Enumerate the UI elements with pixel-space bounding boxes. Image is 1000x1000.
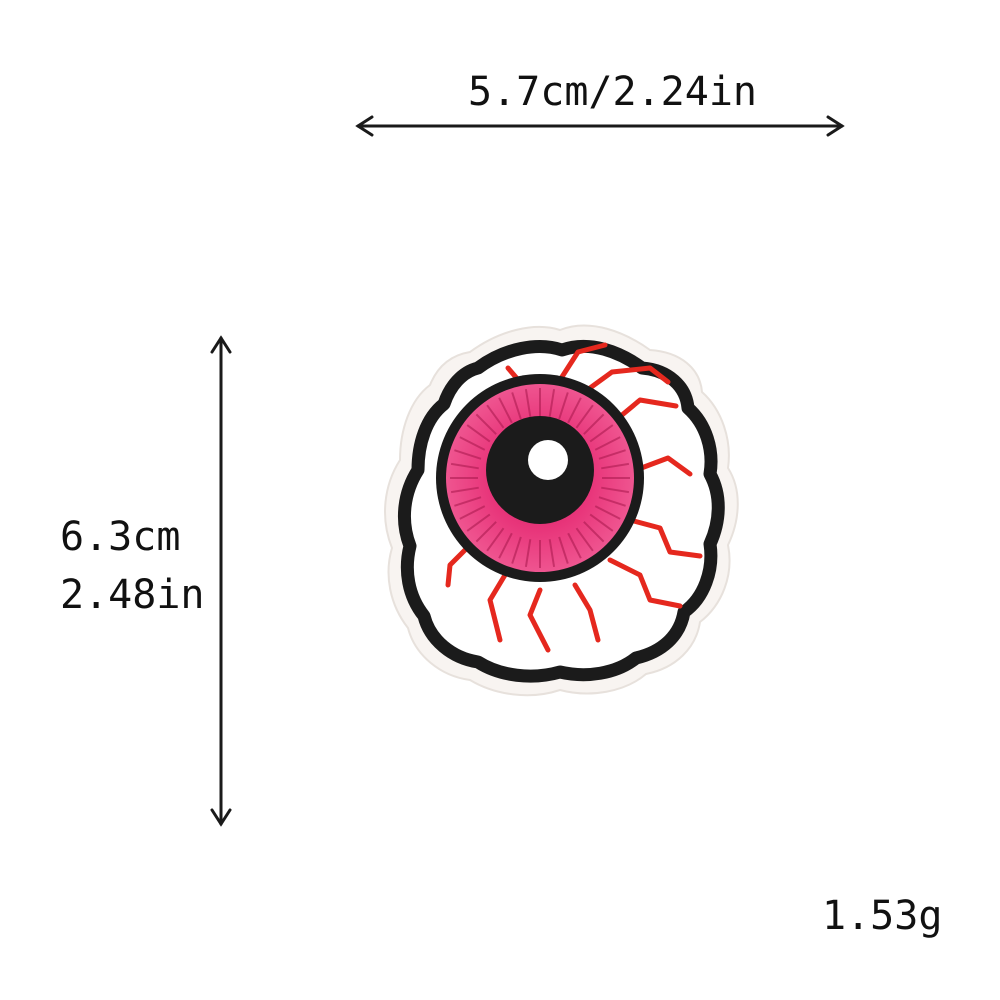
iris-ray bbox=[567, 532, 582, 559]
iris-ray bbox=[583, 521, 605, 543]
red-veins bbox=[445, 342, 703, 653]
iris-ray bbox=[524, 388, 532, 417]
iris-ray bbox=[583, 413, 605, 435]
iris-ray bbox=[498, 397, 513, 424]
iris-ray bbox=[511, 536, 522, 564]
iris-ray bbox=[594, 505, 621, 520]
iris-ray bbox=[575, 527, 594, 552]
iris-ray bbox=[524, 539, 532, 568]
iris-ray bbox=[466, 424, 491, 443]
iris-ray bbox=[454, 449, 482, 460]
iris-ray bbox=[511, 392, 522, 420]
iris-ray bbox=[498, 532, 513, 559]
iris-ray bbox=[601, 486, 630, 494]
iris-ray bbox=[548, 388, 556, 417]
iris-ray bbox=[459, 436, 486, 451]
iris-ray bbox=[486, 404, 505, 429]
iris-ray bbox=[598, 496, 626, 507]
iris-ray bbox=[475, 521, 497, 543]
iris-ray bbox=[589, 513, 614, 532]
iris-ray bbox=[486, 527, 505, 552]
iris-ray bbox=[558, 392, 569, 420]
iris-ray bbox=[594, 436, 621, 451]
weight-label: 1.53g bbox=[822, 893, 943, 939]
iris-ray bbox=[450, 486, 479, 494]
iris-ray bbox=[589, 424, 614, 443]
iris-ray bbox=[601, 462, 630, 470]
iris-ray bbox=[454, 496, 482, 507]
height-in-label: 2.48in bbox=[60, 572, 205, 618]
iris-ray bbox=[450, 462, 479, 470]
pupil-highlight bbox=[528, 440, 568, 480]
iris-ray bbox=[598, 449, 626, 460]
iris-ray bbox=[548, 539, 556, 568]
iris-ray bbox=[475, 413, 497, 435]
iris-rays bbox=[450, 388, 630, 568]
iris-ray bbox=[466, 513, 491, 532]
width-measurement-label: 5.7cm/2.24in bbox=[468, 69, 757, 115]
iris-ray bbox=[558, 536, 569, 564]
iris-ray bbox=[459, 505, 486, 520]
iris-ray bbox=[575, 404, 594, 429]
iris-ray bbox=[567, 397, 582, 424]
height-cm-label: 6.3cm bbox=[60, 514, 181, 560]
